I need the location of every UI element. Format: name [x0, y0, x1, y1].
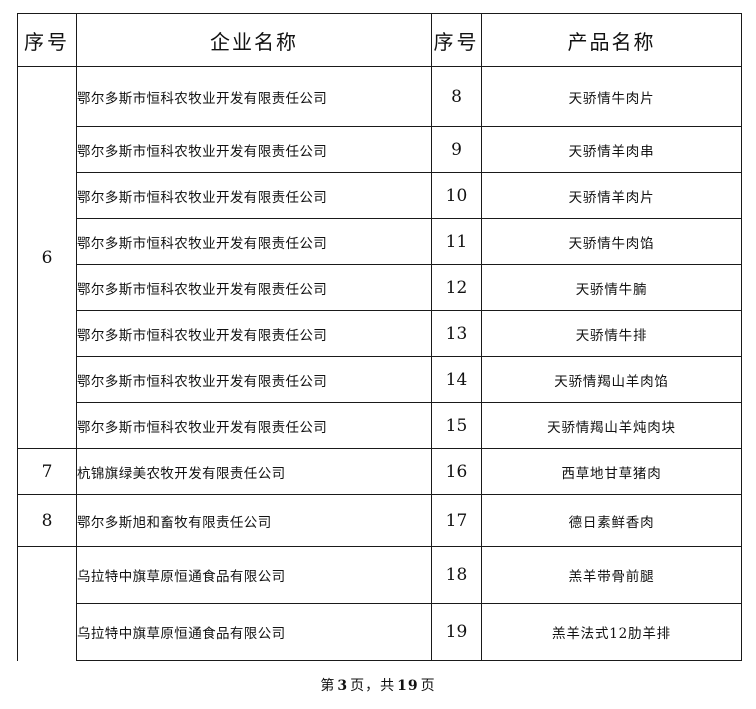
company-name-cell: 鄂尔多斯市恒科农牧业开发有限责任公司	[76, 172, 432, 219]
product-seq-cell: 8	[431, 66, 482, 127]
product-seq-cell: 16	[431, 448, 482, 495]
product-name-cell: 天骄情牛排	[481, 310, 742, 357]
company-name-cell: 鄂尔多斯市恒科农牧业开发有限责任公司	[76, 218, 432, 265]
column-header-seq-company: 序号	[17, 13, 77, 67]
product-seq-cell: 9	[431, 126, 482, 173]
table-row: 鄂尔多斯市恒科农牧业开发有限责任公司 13 天骄情牛排	[18, 310, 742, 357]
column-header-seq-product: 序号	[431, 13, 482, 67]
table-row: 6 鄂尔多斯市恒科农牧业开发有限责任公司 8 天骄情牛肉片	[17, 66, 742, 449]
product-name-cell: 羔羊法式12肋羊排	[481, 603, 742, 661]
table-row: 鄂尔多斯市恒科农牧业开发有限责任公司 10 天骄情羊肉片	[18, 172, 742, 219]
table-row: 7 杭锦旗绿美农牧开发有限责任公司 16 西草地甘草猪肉	[17, 448, 742, 495]
footer-total-pages: 19	[397, 678, 419, 694]
product-name-cell: 天骄情牛肉馅	[481, 218, 742, 265]
product-name-cell: 天骄情羯山羊炖肉块	[481, 402, 742, 449]
product-name-cell: 天骄情牛肉片	[481, 66, 742, 127]
product-name-cell: 德日素鲜香肉	[481, 494, 742, 547]
company-seq-cell: 7	[17, 448, 77, 495]
product-seq-cell: 18	[431, 546, 482, 604]
table-row: 鄂尔多斯市恒科农牧业开发有限责任公司 9 天骄情羊肉串	[18, 126, 742, 173]
company-name-cell: 鄂尔多斯旭和畜牧有限责任公司	[76, 494, 432, 547]
product-seq-cell: 11	[431, 218, 482, 265]
product-name-cell: 天骄情牛腩	[481, 264, 742, 311]
product-name-cell: 天骄情羊肉串	[481, 126, 742, 173]
product-registry-table: 序号 企业名称 序号 产品名称 6 鄂尔多斯市恒科农牧业开发有限责任公司 8 天骄情牛…	[17, 13, 742, 661]
product-seq-cell: 12	[431, 264, 482, 311]
product-name-cell: 天骄情羯山羊肉馅	[481, 356, 742, 403]
product-seq-cell: 13	[431, 310, 482, 357]
company-seq-cell: 6	[17, 66, 77, 449]
table-row: 鄂尔多斯市恒科农牧业开发有限责任公司 12 天骄情牛腩	[18, 264, 742, 311]
table-body: 6 鄂尔多斯市恒科农牧业开发有限责任公司 8 天骄情牛肉片 鄂尔多斯市恒科农牧业开发有限…	[17, 66, 742, 661]
company-name-cell: 鄂尔多斯市恒科农牧业开发有限责任公司	[76, 356, 432, 403]
company-name-cell: 乌拉特中旗草原恒通食品有限公司	[76, 603, 432, 661]
product-name-cell: 天骄情羊肉片	[481, 172, 742, 219]
product-name-cell: 西草地甘草猪肉	[481, 448, 742, 495]
table-row: 鄂尔多斯市恒科农牧业开发有限责任公司 14 天骄情羯山羊肉馅	[18, 356, 742, 403]
table-row: 乌拉特中旗草原恒通食品有限公司 18 羔羊带骨前腿	[17, 546, 742, 661]
company-name-cell: 鄂尔多斯市恒科农牧业开发有限责任公司	[76, 66, 432, 127]
product-seq-cell: 19	[431, 603, 482, 661]
company-name-cell: 鄂尔多斯市恒科农牧业开发有限责任公司	[76, 264, 432, 311]
company-name-cell: 鄂尔多斯市恒科农牧业开发有限责任公司	[76, 310, 432, 357]
product-seq-cell: 14	[431, 356, 482, 403]
table-row: 鄂尔多斯市恒科农牧业开发有限责任公司 11 天骄情牛肉馅	[18, 218, 742, 265]
table-row: 乌拉特中旗草原恒通食品有限公司 19 羔羊法式12肋羊排	[18, 603, 742, 661]
company-name-cell: 杭锦旗绿美农牧开发有限责任公司	[76, 448, 432, 495]
footer-suffix: 页	[420, 678, 436, 694]
footer-prefix: 第	[320, 678, 336, 694]
table-header-row: 序号 企业名称 序号 产品名称	[17, 13, 742, 67]
footer-middle: 页，共	[350, 678, 396, 694]
product-seq-cell: 17	[431, 494, 482, 547]
table-header: 序号 企业名称 序号 产品名称	[17, 13, 742, 67]
table-row: 鄂尔多斯市恒科农牧业开发有限责任公司 15 天骄情羯山羊炖肉块	[18, 402, 742, 449]
product-seq-cell: 15	[431, 402, 482, 449]
product-name-cell: 羔羊带骨前腿	[481, 546, 742, 604]
product-seq-cell: 10	[431, 172, 482, 219]
column-header-product-name: 产品名称	[481, 13, 742, 67]
company-seq-cell	[17, 546, 77, 661]
company-name-cell: 鄂尔多斯市恒科农牧业开发有限责任公司	[76, 126, 432, 173]
column-header-company-name: 企业名称	[76, 13, 432, 67]
page-footer: 第 3 页，共 19 页	[0, 675, 756, 695]
table-row: 8 鄂尔多斯旭和畜牧有限责任公司 17 德日素鲜香肉	[17, 494, 742, 547]
company-seq-cell: 8	[17, 494, 77, 547]
footer-current-page: 3	[337, 678, 349, 694]
company-name-cell: 鄂尔多斯市恒科农牧业开发有限责任公司	[76, 402, 432, 449]
company-name-cell: 乌拉特中旗草原恒通食品有限公司	[76, 546, 432, 604]
